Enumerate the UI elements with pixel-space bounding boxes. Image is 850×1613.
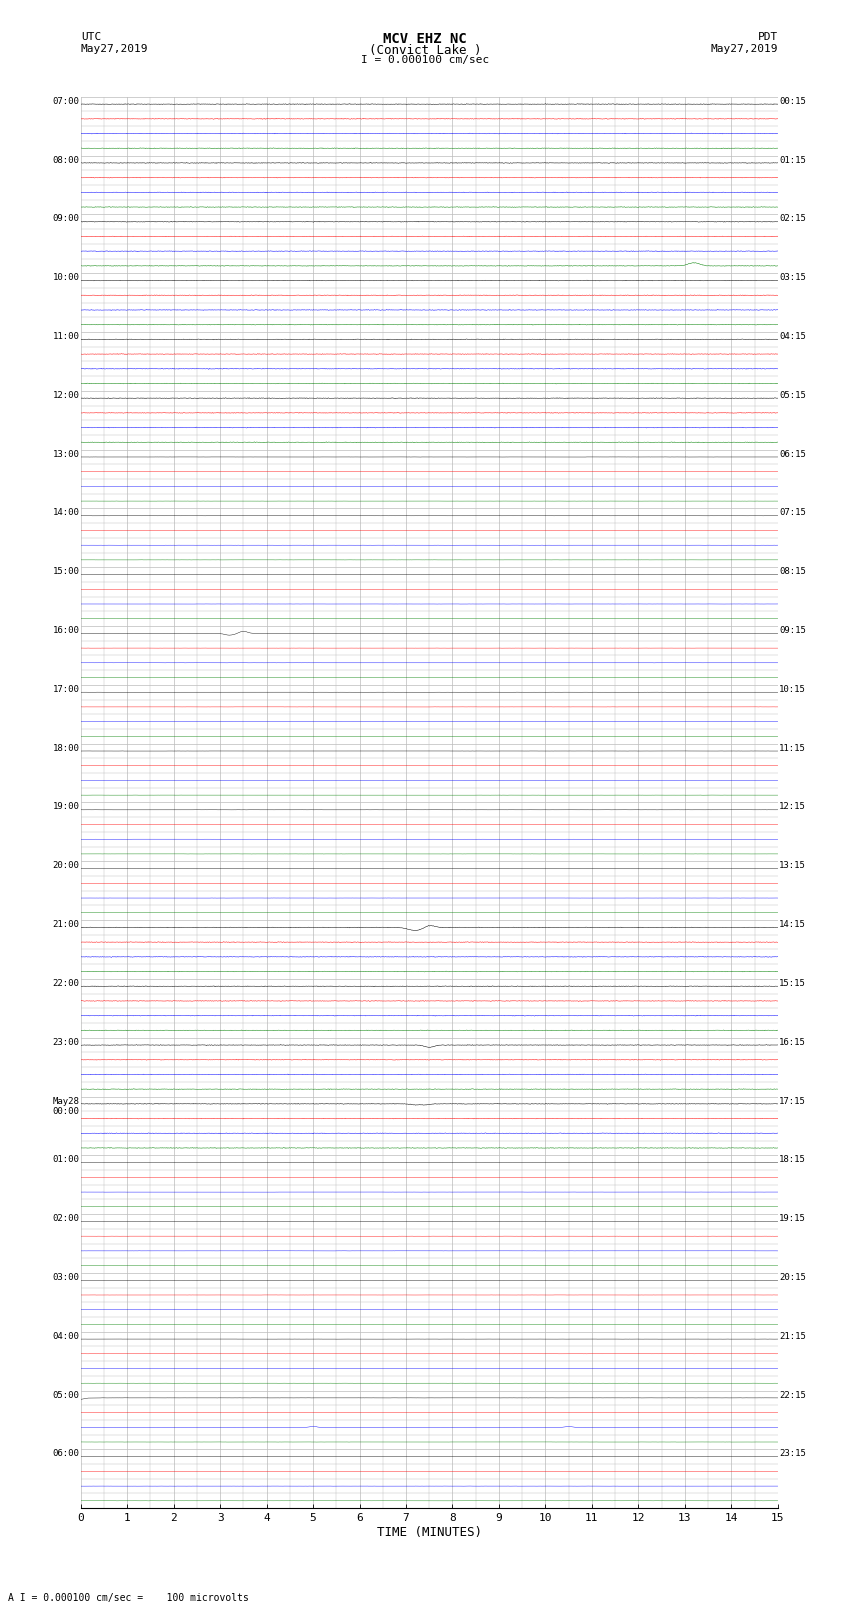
Text: 13:00: 13:00 [53, 450, 79, 458]
Text: 07:15: 07:15 [779, 508, 806, 518]
Text: 05:15: 05:15 [779, 390, 806, 400]
Text: 10:00: 10:00 [53, 273, 79, 282]
Text: May27,2019: May27,2019 [81, 44, 148, 53]
Text: 16:15: 16:15 [779, 1037, 806, 1047]
Text: 20:15: 20:15 [779, 1273, 806, 1282]
Text: 22:00: 22:00 [53, 979, 79, 987]
Text: 05:00: 05:00 [53, 1390, 79, 1400]
Text: 18:15: 18:15 [779, 1155, 806, 1165]
Text: 17:15: 17:15 [779, 1097, 806, 1105]
Text: 00:15: 00:15 [779, 97, 806, 106]
Text: 01:15: 01:15 [779, 155, 806, 165]
Text: 03:15: 03:15 [779, 273, 806, 282]
Text: 02:15: 02:15 [779, 215, 806, 223]
Text: 22:15: 22:15 [779, 1390, 806, 1400]
X-axis label: TIME (MINUTES): TIME (MINUTES) [377, 1526, 482, 1539]
Text: 06:00: 06:00 [53, 1450, 79, 1458]
Text: 02:00: 02:00 [53, 1215, 79, 1223]
Text: 14:00: 14:00 [53, 508, 79, 518]
Text: 07:00: 07:00 [53, 97, 79, 106]
Text: 21:15: 21:15 [779, 1332, 806, 1340]
Text: 15:15: 15:15 [779, 979, 806, 987]
Text: May27,2019: May27,2019 [711, 44, 778, 53]
Text: 12:00: 12:00 [53, 390, 79, 400]
Text: 23:15: 23:15 [779, 1450, 806, 1458]
Text: 06:15: 06:15 [779, 450, 806, 458]
Text: 10:15: 10:15 [779, 686, 806, 694]
Text: A I = 0.000100 cm/sec =    100 microvolts: A I = 0.000100 cm/sec = 100 microvolts [8, 1594, 249, 1603]
Text: 01:00: 01:00 [53, 1155, 79, 1165]
Text: 15:00: 15:00 [53, 568, 79, 576]
Text: 09:15: 09:15 [779, 626, 806, 636]
Text: 21:00: 21:00 [53, 919, 79, 929]
Text: 09:00: 09:00 [53, 215, 79, 223]
Text: UTC: UTC [81, 32, 101, 42]
Text: 03:00: 03:00 [53, 1273, 79, 1282]
Text: 08:15: 08:15 [779, 568, 806, 576]
Text: 11:00: 11:00 [53, 332, 79, 340]
Text: May28
00:00: May28 00:00 [53, 1097, 79, 1116]
Text: 11:15: 11:15 [779, 744, 806, 753]
Text: 14:15: 14:15 [779, 919, 806, 929]
Text: (Convict Lake ): (Convict Lake ) [369, 44, 481, 56]
Text: 17:00: 17:00 [53, 686, 79, 694]
Text: 04:15: 04:15 [779, 332, 806, 340]
Text: 04:00: 04:00 [53, 1332, 79, 1340]
Text: MCV EHZ NC: MCV EHZ NC [383, 32, 467, 47]
Text: PDT: PDT [757, 32, 778, 42]
Text: 20:00: 20:00 [53, 861, 79, 871]
Text: I = 0.000100 cm/sec: I = 0.000100 cm/sec [361, 55, 489, 65]
Text: 08:00: 08:00 [53, 155, 79, 165]
Text: 13:15: 13:15 [779, 861, 806, 871]
Text: 19:15: 19:15 [779, 1215, 806, 1223]
Text: 18:00: 18:00 [53, 744, 79, 753]
Text: 12:15: 12:15 [779, 803, 806, 811]
Text: 23:00: 23:00 [53, 1037, 79, 1047]
Text: 16:00: 16:00 [53, 626, 79, 636]
Text: 19:00: 19:00 [53, 803, 79, 811]
